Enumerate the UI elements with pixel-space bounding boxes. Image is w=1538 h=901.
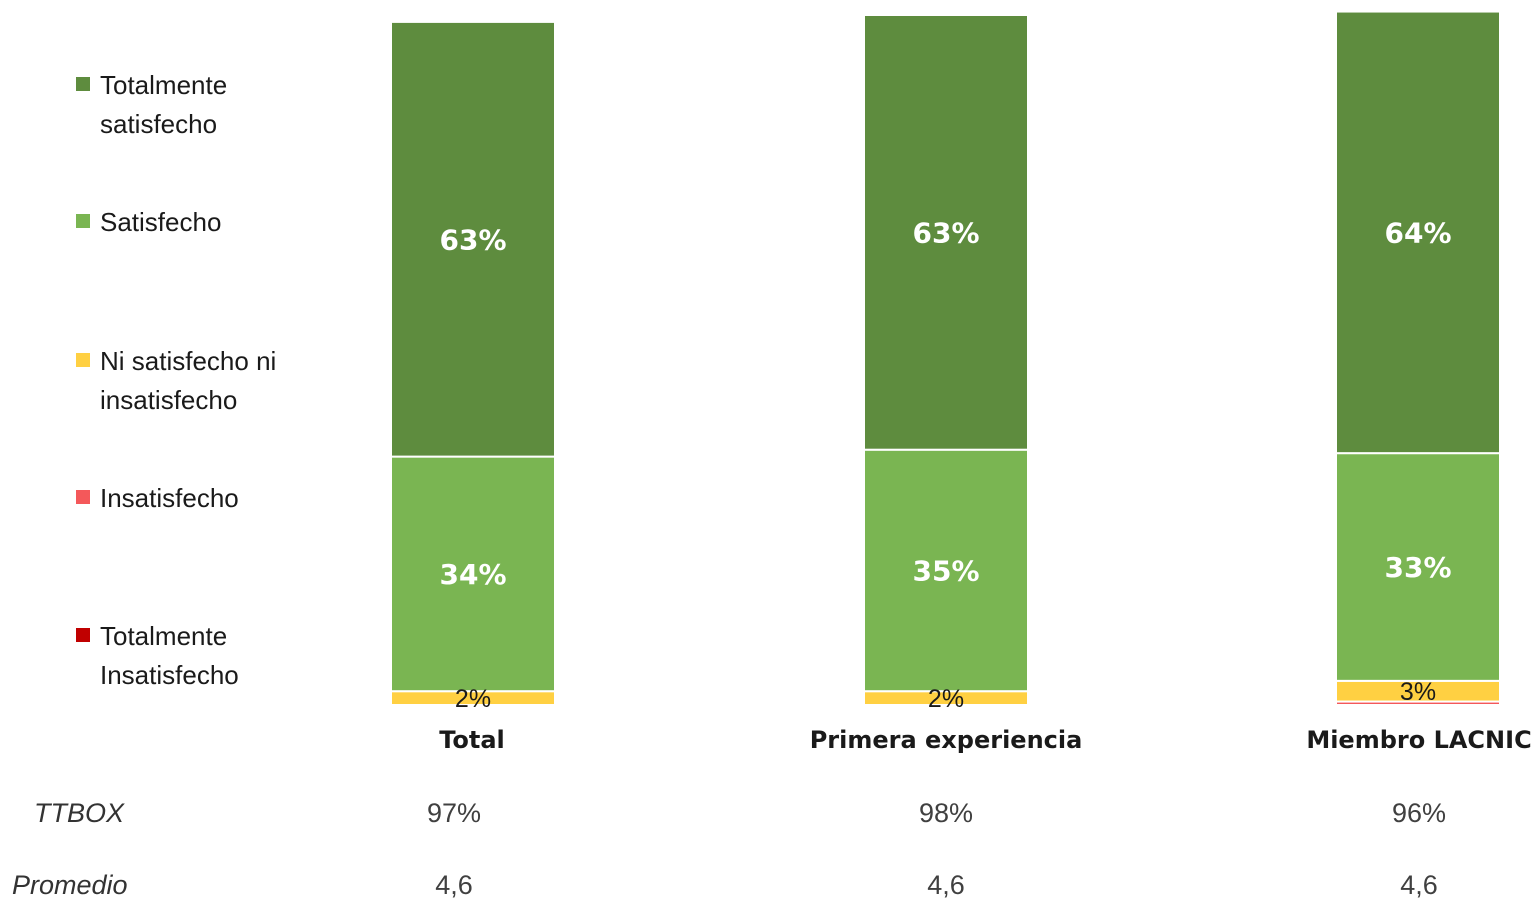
bar-stack-1: 2% 35% 63% bbox=[863, 14, 1029, 713]
legend-item-satisfecho: Satisfecho bbox=[76, 203, 320, 242]
legend-swatch bbox=[76, 353, 90, 367]
data-label: 34% bbox=[439, 558, 506, 591]
data-label: 3% bbox=[1400, 678, 1436, 706]
legend-item-ni-satisfecho-ni-insatisfecho: Ni satisfecho ni insatisfecho bbox=[76, 342, 320, 420]
data-label: 2% bbox=[928, 685, 964, 713]
legend-label: Totalmente satisfecho bbox=[100, 70, 228, 139]
category-label-miembro-lacnic: Miembro LACNIC bbox=[1306, 726, 1532, 754]
bar-segment bbox=[390, 20, 556, 458]
bar-stack-2: 3% 33% 64% bbox=[1335, 10, 1501, 706]
bar-segment bbox=[1335, 452, 1501, 682]
summary-row-label-ttbox: TTBOX bbox=[34, 798, 125, 828]
legend-label: Insatisfecho bbox=[100, 483, 239, 513]
legend-item-insatisfecho: Insatisfecho bbox=[76, 479, 320, 518]
bar-segment bbox=[390, 455, 556, 693]
bar-segment bbox=[863, 14, 1029, 451]
data-label: 2% bbox=[455, 685, 491, 713]
legend-swatch bbox=[76, 77, 90, 91]
legend-label: Satisfecho bbox=[100, 207, 222, 237]
data-label: 63% bbox=[439, 223, 506, 256]
promedio-value-miembro-lacnic: 4,6 bbox=[1400, 870, 1438, 900]
legend-item-totalmente-satisfecho: Totalmente satisfecho bbox=[76, 66, 270, 144]
legend-swatch bbox=[76, 214, 90, 228]
bar-stack-0: 2% 34% 63% bbox=[390, 20, 556, 713]
data-label: 64% bbox=[1384, 216, 1451, 249]
data-label: 33% bbox=[1384, 551, 1451, 584]
promedio-value-primera-experiencia: 4,6 bbox=[927, 870, 965, 900]
data-label: 63% bbox=[912, 216, 979, 249]
bar-segment bbox=[1335, 10, 1501, 455]
ttbox-value-total: 97% bbox=[426, 798, 482, 828]
summary-row-label-promedio: Promedio bbox=[12, 870, 128, 900]
category-label-total: Total bbox=[439, 726, 505, 754]
ttbox-value-miembro-lacnic: 96% bbox=[1391, 798, 1447, 828]
promedio-value-total: 4,6 bbox=[435, 870, 473, 900]
legend-swatch bbox=[76, 490, 90, 504]
ttbox-value-primera-experiencia: 98% bbox=[918, 798, 974, 828]
category-label-primera-experiencia: Primera experiencia bbox=[809, 726, 1083, 754]
data-label: 35% bbox=[912, 554, 979, 587]
legend-label: Ni satisfecho ni insatisfecho bbox=[100, 346, 277, 415]
legend-item-totalmente-insatisfecho: Totalmente Insatisfecho bbox=[76, 617, 270, 695]
legend-label: Totalmente Insatisfecho bbox=[100, 621, 239, 690]
bar-segment bbox=[863, 448, 1029, 693]
legend-swatch bbox=[76, 628, 90, 642]
